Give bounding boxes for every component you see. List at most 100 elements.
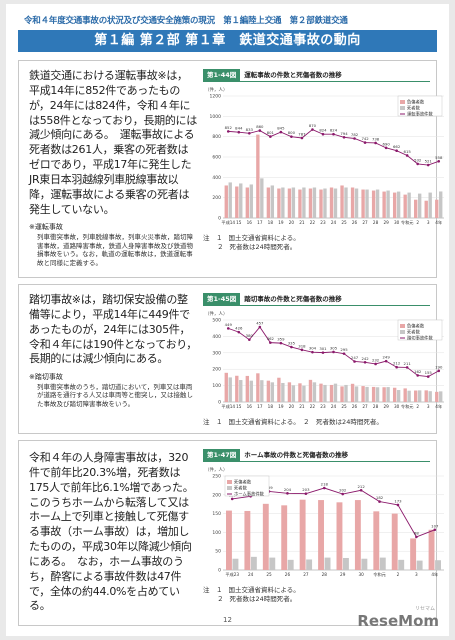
y-tick-label: 250 [212,474,221,480]
x-tick-label: 15 [236,220,242,225]
bar-負傷者数 [235,375,239,402]
footnote-text: 死者数は24時間死者。 [229,595,297,604]
data-label: 88 [414,530,419,535]
logo-subtext: リセマム [414,606,435,612]
chart-operation-accidents: （件，人） 0 200 400 600 800 1000 1200 平成14 15 16 17 18 19… [205,86,444,226]
data-label: 182 [376,495,384,500]
data-label: 782 [351,132,359,137]
resemom-logo: ReseMom [357,612,439,630]
x-tick-label: 30 [358,572,364,577]
bar-死者数 [250,556,257,570]
figure-label: 第1-44図 [203,69,241,81]
bar-負傷者数 [371,386,376,402]
bar-負傷者数 [245,375,250,402]
bar-死者数 [239,380,243,402]
x-tick-label: 令和元 [401,403,414,410]
point-踏切事故件数 [342,352,346,355]
data-label: 824 [330,128,338,133]
y-tick-label: 600 [212,155,221,161]
page: 令和４年度交通事故の状況及び交通安全施策の現況 第１編陸上交通 第２部鉄道交通 … [6,4,449,636]
x-tick-label: 27 [303,572,309,577]
y-tick-label: 0 [218,568,221,574]
bar-死者数 [270,185,275,218]
data-label: 742 [361,136,369,141]
bar-死者数 [249,184,253,218]
data-label: 844 [235,126,243,131]
x-tick-label: 27 [362,404,368,409]
data-label: 870 [309,123,317,128]
data-label: 738 [372,136,380,141]
bar-負傷者数 [256,373,260,402]
point-運転事故件数 [300,136,304,140]
x-tick-label: 30 [394,404,400,409]
legend-label: 死傷者数 [234,479,252,486]
legend-swatch [400,106,405,110]
x-tick-label: 16 [247,220,253,225]
footnote: 注 １ 国土交通省資料による。 [203,586,430,595]
bar-負傷者数 [382,191,386,218]
bar-死者数 [249,380,253,402]
data-label: 335 [288,341,296,346]
data-label: 162 [414,369,422,374]
chart-platform-accidents: （件，人） 0 50 100 150 200 250 平成23 24 25 26 27 28 29 30 令和… [205,466,444,578]
data-label: 173 [394,498,402,503]
bar-死傷者数 [410,538,417,570]
footnote-text: 国土交通省資料による。 ２ 死者数は24時間死者。 [228,418,383,426]
footnotes: 注 １ 国土交通省資料による。 ２ 死者数は24時間死者。 [203,234,430,253]
point-踏切事故件数 [363,361,367,364]
x-tick-label: 29 [383,220,389,225]
point-運転事故件数 [363,141,367,144]
bar-死者数 [386,387,390,402]
x-tick-label: 2 [397,572,400,577]
point-踏切事故件数 [384,359,388,363]
point-ホーム事故件数 [286,491,289,495]
footnote-number: ２ [217,595,224,604]
data-label: 615 [404,149,412,154]
note-body: 列車衝突事故，列車脱線事故，列車火災事故，踏切障害事故，道路障害事故，鉄道人身障… [37,232,193,268]
footnote-number: ２ [217,243,224,252]
data-label: 247 [351,355,359,360]
data-label: 824 [319,128,327,133]
bar-死者数 [375,387,380,402]
bar-死者数 [354,386,359,402]
x-tick-label: 26 [352,220,358,225]
point-踏切事故件数 [248,338,251,341]
x-tick-label: 23 [320,404,326,409]
bar-負傷者数 [266,380,271,402]
y-tick-label: 200 [212,367,221,373]
bar-死者数 [281,382,285,402]
footnote: ２ 死者数は24時間死者。 [203,243,430,252]
running-header: 令和４年度交通事故の状況及び交通安全施策の現況 第１編陸上交通 第２部鉄道交通 [24,16,348,26]
data-label: 305 [330,345,338,350]
x-tick-label: 30 [394,220,400,225]
bar-死者数 [260,380,264,402]
x-tick-label: 22 [310,404,316,409]
y-tick-label: 400 [212,175,221,181]
point-運転事故件数 [342,135,346,139]
footnote-number: 注 １ [203,418,223,426]
bar-死者数 [365,386,369,402]
bar-死者数 [435,560,441,570]
legend-swatch [400,324,405,328]
x-tick-label: 平成14 [221,403,235,410]
bar-死者数 [354,188,359,218]
section-platform-accidents: 令和４年の人身障害事故は，320件で前年比20.3%増，死者数は175人で前年比… [18,440,444,626]
section-text: 鉄道交通における運転事故※は，平成14年に852件であったものが，24年には82… [29,69,197,268]
bar-負傷者数 [340,386,344,402]
footnote-text: 死者数は24時間死者。 [229,243,297,252]
point-踏切事故件数 [374,362,377,366]
data-label: 212 [393,361,401,366]
bar-負傷者数 [435,391,439,402]
bar-死者数 [428,192,432,218]
bar-死者数 [232,558,239,570]
y-tick-label: 1200 [210,94,222,100]
bar-負傷者数 [256,134,260,218]
x-tick-label: 21 [299,404,305,409]
y-tick-label: 800 [212,134,221,140]
bar-死傷者数 [336,502,343,570]
point-運転事故件数 [374,141,377,145]
x-tick-label: 22 [310,220,316,225]
bar-負傷者数 [329,384,334,402]
bar-死者数 [312,187,317,218]
legend-label: 死者数 [234,485,248,492]
